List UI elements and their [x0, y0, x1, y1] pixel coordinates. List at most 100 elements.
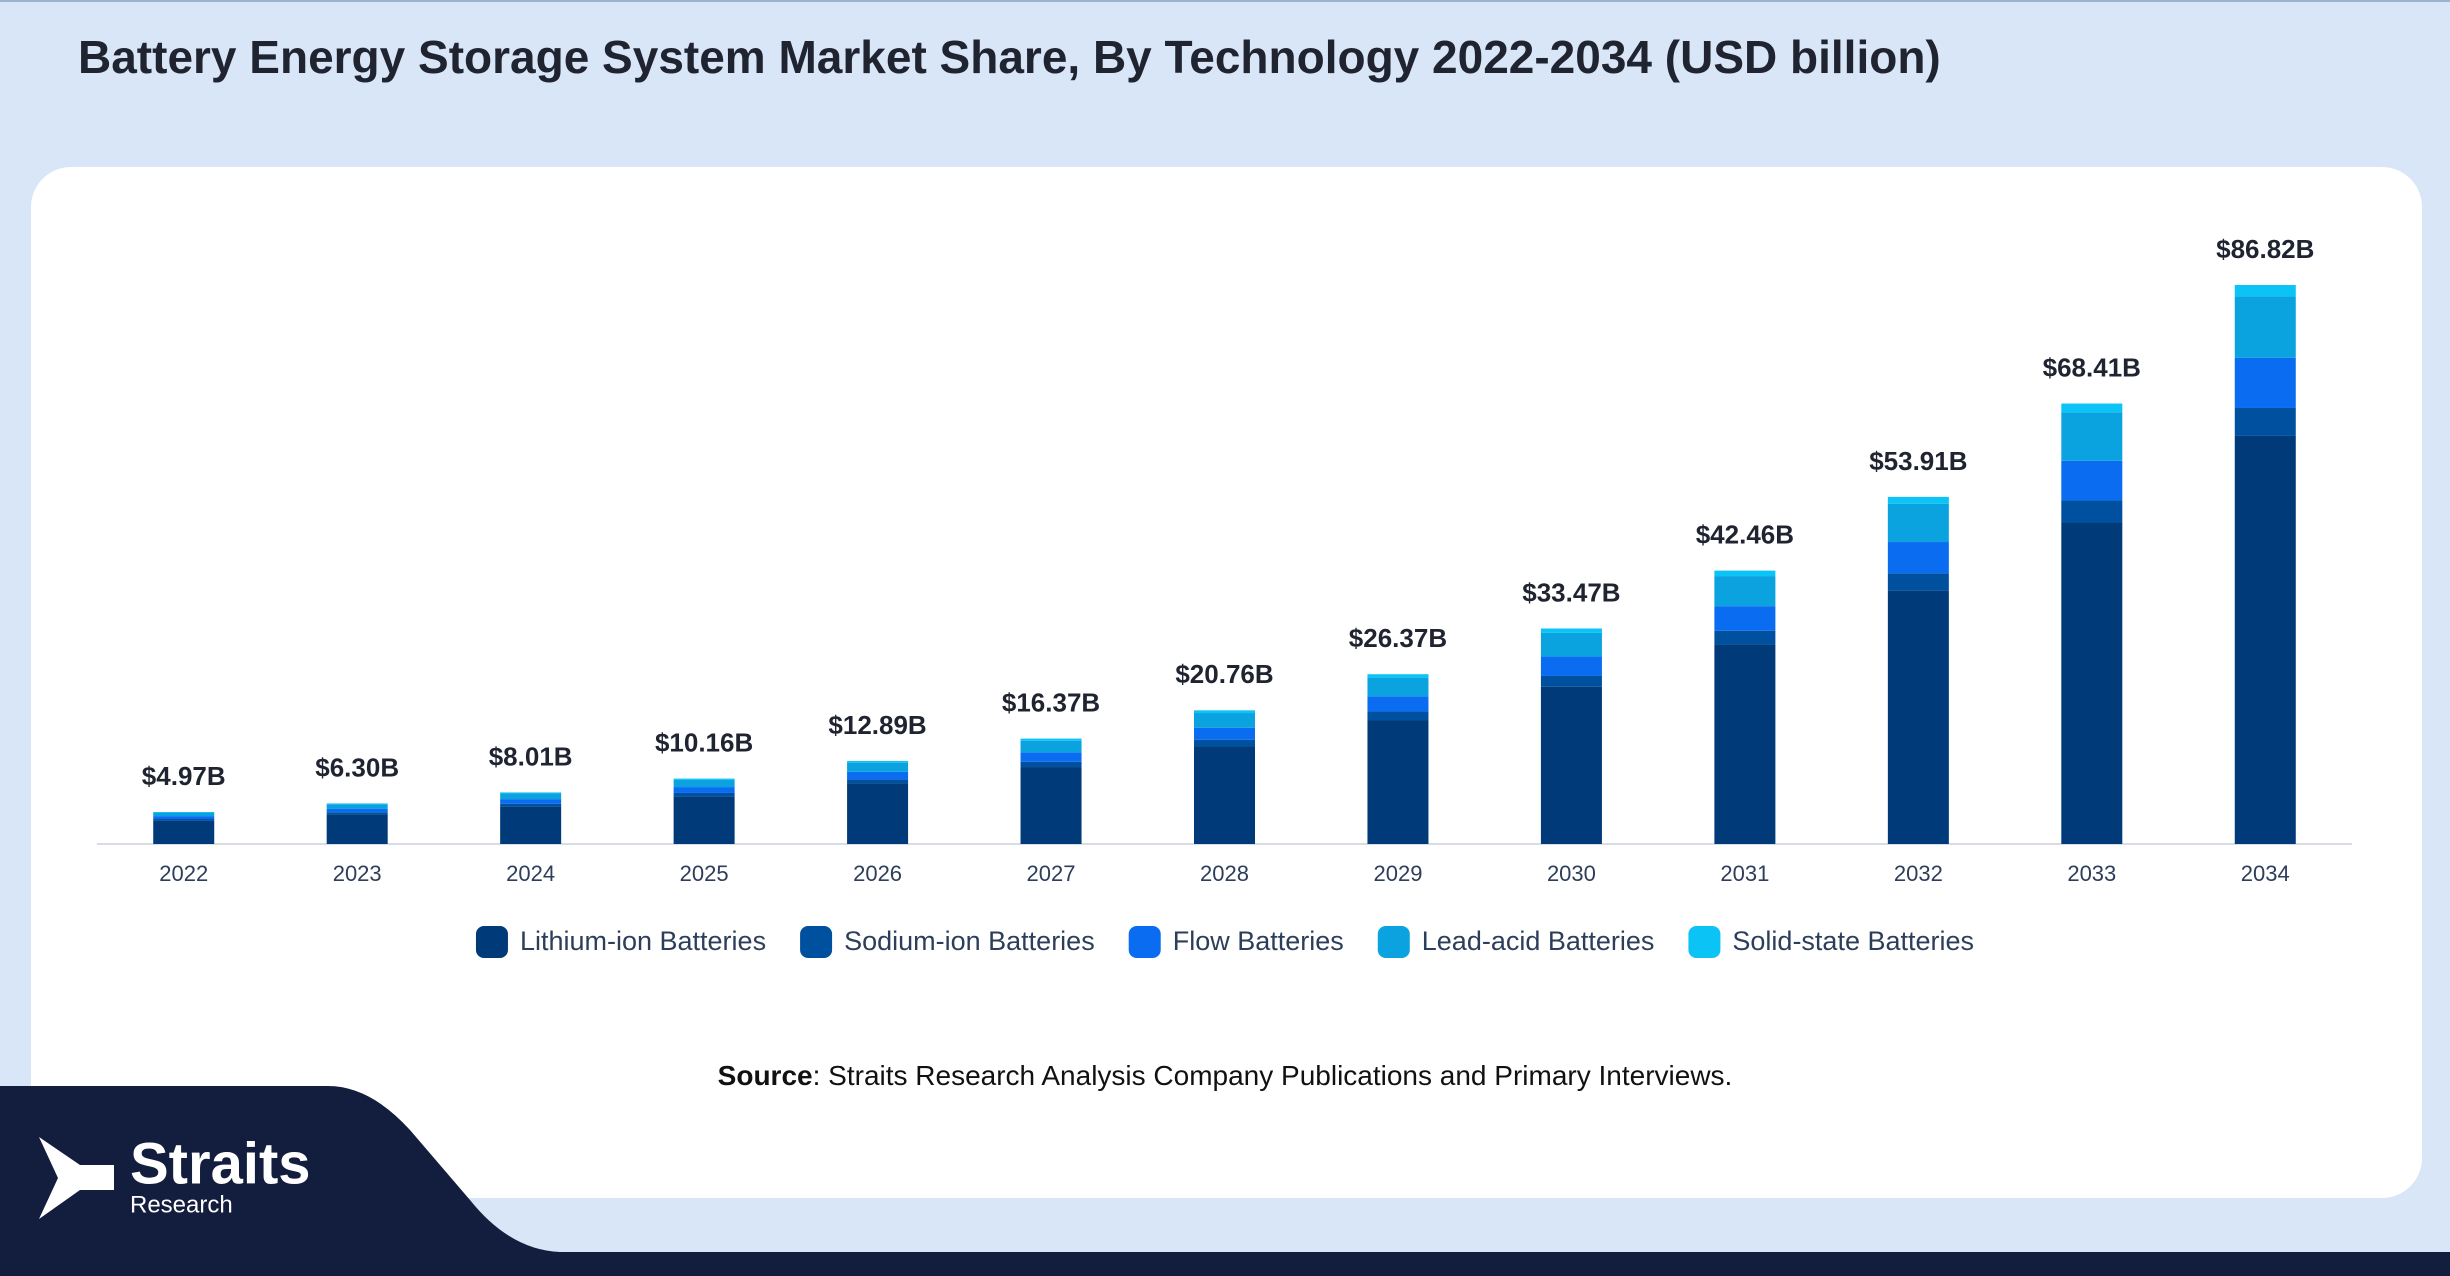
bar-segment [1714, 606, 1776, 631]
source-label: Source [718, 1060, 813, 1091]
x-tick-label: 2022 [159, 861, 208, 886]
legend-swatch [1688, 926, 1721, 958]
logo-sub: Research [130, 1191, 233, 1218]
bar-segment [1020, 752, 1082, 762]
total-label: $10.16B [655, 727, 753, 757]
logo-name: Straits [130, 1131, 311, 1196]
bar-segment [1540, 632, 1602, 657]
bar-segment [847, 771, 909, 780]
bar-segment [847, 783, 909, 844]
bar-segment [1887, 590, 1949, 844]
bar-segment [1887, 496, 1949, 504]
bar-segment [2061, 522, 2123, 844]
total-label: $4.97B [142, 761, 226, 791]
bar-segment [2234, 407, 2296, 436]
bar-segment [1714, 576, 1776, 607]
bar-segment [1194, 739, 1255, 747]
bar-segment [1540, 628, 1602, 633]
bar-segment [1714, 644, 1776, 844]
x-tick-label: 2026 [853, 861, 902, 886]
bar-segment [326, 804, 388, 809]
bar-segment [1194, 746, 1255, 844]
bar-segment [1020, 740, 1082, 753]
bar-segment [2234, 296, 2296, 358]
bar-segment [500, 799, 562, 804]
bar-segment [1887, 573, 1949, 591]
bar-segment [500, 792, 562, 794]
bar-segment [500, 806, 562, 844]
total-label: $12.89B [828, 710, 926, 740]
total-label: $26.37B [1349, 623, 1447, 653]
total-label: $68.41B [2043, 352, 2141, 382]
bar-segment [2234, 285, 2296, 297]
bar-segment [500, 803, 562, 807]
x-tick-label: 2030 [1547, 861, 1596, 886]
bar-segment [2234, 435, 2296, 844]
bar-segment [1887, 542, 1949, 574]
x-tick-label: 2029 [1373, 861, 1422, 886]
legend-swatch [475, 926, 508, 958]
x-tick-label: 2033 [2067, 861, 2116, 886]
logo-icon [39, 1137, 114, 1219]
legend-swatch [1128, 926, 1161, 958]
bar-segment [153, 812, 215, 817]
bar-segment [1020, 761, 1082, 768]
bar-segment [326, 803, 388, 805]
legend-label: Solid-state Batteries [1732, 926, 1974, 956]
bar-segment [1714, 570, 1776, 577]
total-label: $42.46B [1696, 519, 1794, 549]
bar-segment [673, 778, 735, 780]
bar-segment [326, 812, 388, 815]
card [31, 167, 2422, 1198]
bar-segment [1367, 696, 1429, 712]
source: Source: Straits Research Analysis Compan… [718, 1060, 1733, 1091]
bar-segment [2061, 500, 2123, 523]
bar-segment [500, 793, 562, 800]
bar-segment [847, 779, 909, 784]
x-tick-label: 2032 [1894, 861, 1943, 886]
source-text: : Straits Research Analysis Company Publ… [813, 1060, 1733, 1091]
bar-segment [1540, 686, 1602, 844]
x-tick-label: 2023 [333, 861, 382, 886]
bar-segment [673, 779, 735, 788]
legend-swatch [1377, 926, 1410, 958]
bar-segment [673, 787, 735, 793]
x-tick-label: 2027 [1027, 861, 1076, 886]
legend-label: Sodium-ion Batteries [844, 926, 1095, 956]
bar-segment [1194, 727, 1255, 740]
bar-segment [1367, 711, 1429, 721]
bar-segment [1540, 656, 1602, 676]
total-label: $8.01B [489, 741, 573, 771]
bar-segment [1367, 674, 1429, 678]
bar-segment [326, 808, 388, 813]
bar-segment [2061, 460, 2123, 501]
legend-label: Lead-acid Batteries [1422, 926, 1655, 956]
total-label: $33.47B [1522, 577, 1620, 607]
bar-segment [2061, 403, 2123, 413]
bar-segment [2234, 357, 2296, 408]
bar-segment [1020, 767, 1082, 844]
x-tick-label: 2028 [1200, 861, 1249, 886]
bar-segment [1020, 738, 1082, 741]
legend-swatch [800, 926, 833, 958]
bar-segment [326, 814, 388, 844]
x-tick-label: 2034 [2241, 861, 2290, 886]
bar-segment [673, 792, 735, 797]
bar-segment [1714, 630, 1776, 645]
total-label: $20.76B [1175, 659, 1273, 689]
total-label: $6.30B [315, 752, 399, 782]
total-label: $16.37B [1002, 687, 1100, 717]
bar-segment [153, 819, 215, 821]
chart-title: Battery Energy Storage System Market Sha… [78, 31, 1941, 83]
bar-segment [847, 762, 909, 772]
bar-segment [1194, 713, 1255, 728]
footer-band [0, 1086, 2450, 1276]
bar-segment [1367, 720, 1429, 844]
bar-segment [1887, 503, 1949, 543]
bar-segment [1194, 710, 1255, 714]
x-tick-label: 2031 [1720, 861, 1769, 886]
bar-segment [1367, 677, 1429, 697]
bar-segment [153, 816, 215, 820]
total-label: $53.91B [1869, 446, 1967, 476]
